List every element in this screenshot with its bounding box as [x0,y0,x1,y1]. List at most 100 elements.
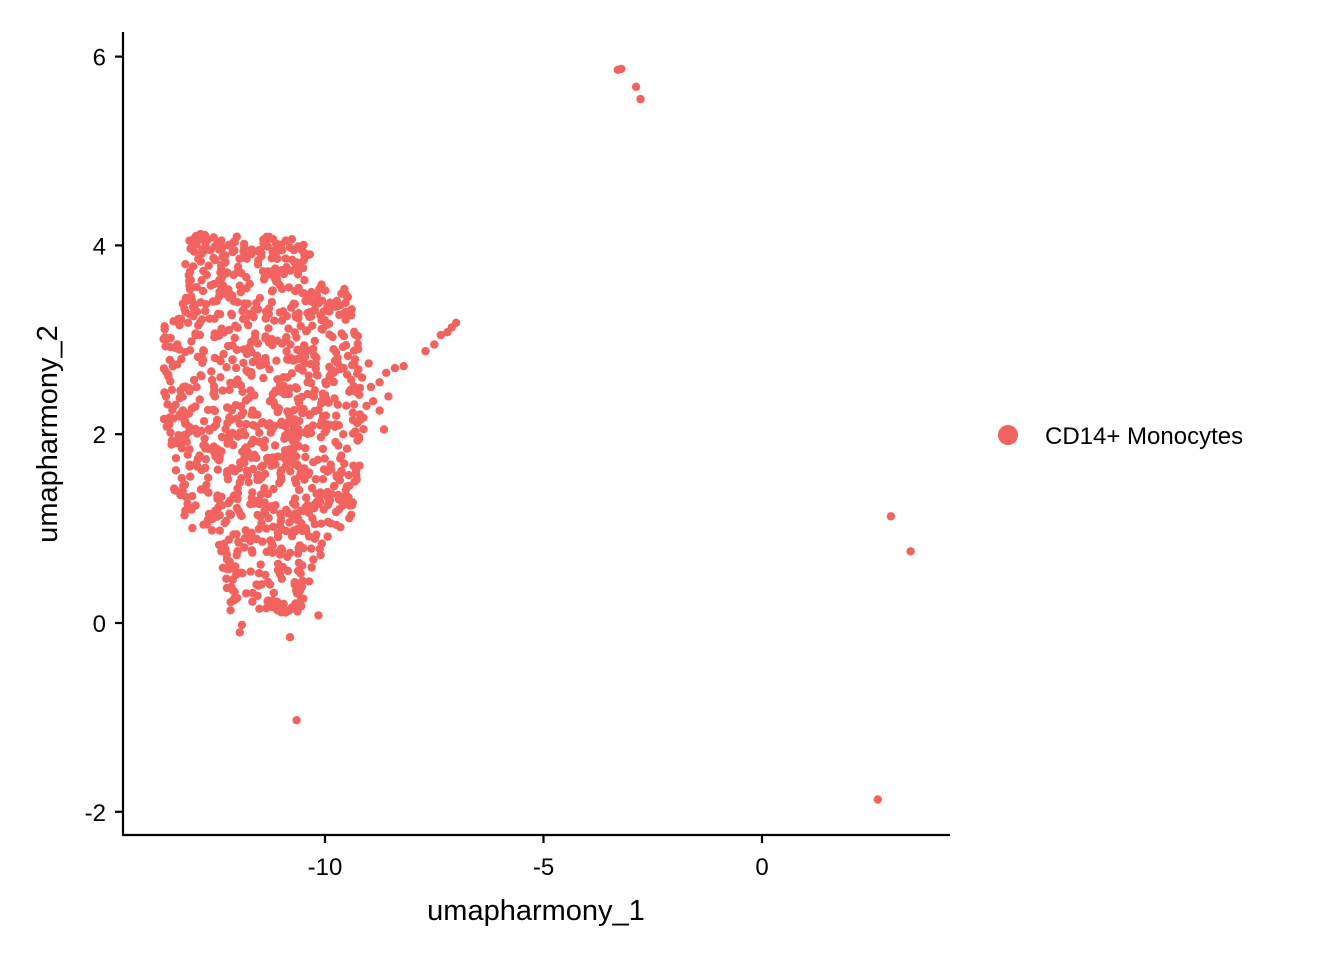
scatter-point [227,415,236,424]
scatter-point [318,444,328,454]
scatter-point [201,444,210,453]
scatter-point [236,288,245,297]
scatter-point [242,419,251,429]
scatter-point [230,333,239,343]
scatter-point [320,316,330,325]
scatter-point [323,467,332,476]
scatter-point [297,519,306,528]
scatter-point [287,303,296,312]
scatter-point [166,428,175,437]
scatter-point [264,324,273,333]
scatter-point [261,353,270,363]
scatter-point [279,307,288,316]
scatter-point [199,417,209,426]
scatter-point [209,405,218,414]
scatter-point [256,560,265,569]
scatter-point [245,279,254,289]
scatter-point [177,473,186,483]
scatter-point [436,330,445,340]
scatter-point [617,64,626,74]
scatter-point [204,261,213,270]
scatter-point [270,421,279,431]
scatter-point [267,461,276,470]
scatter-point [231,562,240,571]
scatter-point [309,555,318,564]
scatter-point [350,400,359,409]
scatter-point [321,377,330,387]
scatter-point [266,267,275,276]
scatter-point [219,349,228,359]
scatter-point [169,317,178,326]
scatter-point [171,454,181,463]
scatter-point [323,532,332,541]
scatter-point [299,405,308,414]
scatter-point [210,329,220,338]
scatter-point [291,286,300,296]
scatter-point [218,386,227,395]
scatter-point [310,534,319,543]
scatter-point [330,481,339,490]
scatter-point [254,470,263,480]
scatter-point [229,530,238,539]
scatter-point [359,425,368,434]
scatter-point [178,392,187,401]
scatter-point [277,316,287,325]
scatter-point [309,458,318,467]
scatter-point [186,472,195,481]
scatter-point [293,270,303,279]
y-tick-label: 6 [93,45,106,72]
scatter-point [169,484,179,493]
scatter-point [249,312,258,322]
scatter-point [269,588,278,598]
scatter-point [244,394,253,403]
scatter-point [198,354,207,363]
scatter-point [318,475,328,484]
scatter-point [268,522,278,531]
scatter-point [282,505,291,514]
scatter-point [316,550,325,560]
scatter-point [252,351,262,360]
scatter-point [254,256,263,265]
scatter-point [166,342,175,352]
scatter-point [443,328,452,337]
scatter-point [318,325,327,334]
scatter-point [176,432,185,441]
scatter-point [265,232,274,242]
scatter-point [169,414,178,423]
scatter-point [347,510,356,519]
scatter-point [160,333,170,342]
scatter-point [253,510,262,520]
scatter-point [240,453,249,462]
scatter-point [217,273,227,282]
scatter-point [265,365,274,374]
scatter-point [335,310,344,320]
scatter-point [204,488,213,497]
scatter-point [430,340,439,349]
scatter-point [294,354,303,363]
scatter-point [185,460,194,469]
scatter-point [314,611,323,620]
scatter-point [221,258,230,267]
scatter-point [333,359,343,368]
scatter-point [330,394,339,403]
scatter-point [197,465,206,475]
scatter-point [263,489,273,499]
scatter-point [202,480,211,490]
scatter-point [283,355,292,364]
scatter-point [281,254,290,263]
scatter-point [336,301,345,310]
scatter-point [226,290,236,300]
scatter-point [254,569,264,578]
scatter-point [886,512,896,521]
scatter-point [166,377,175,386]
scatter-point [294,442,303,451]
scatter-point [223,475,233,484]
scatter-point [163,400,172,409]
scatter-point [195,318,205,328]
y-tick-label: 2 [93,422,106,449]
scatter-point [237,268,246,278]
scatter-point [315,284,324,294]
scatter-point [242,589,251,598]
scatter-point [332,411,341,420]
scatter-point [341,290,350,299]
